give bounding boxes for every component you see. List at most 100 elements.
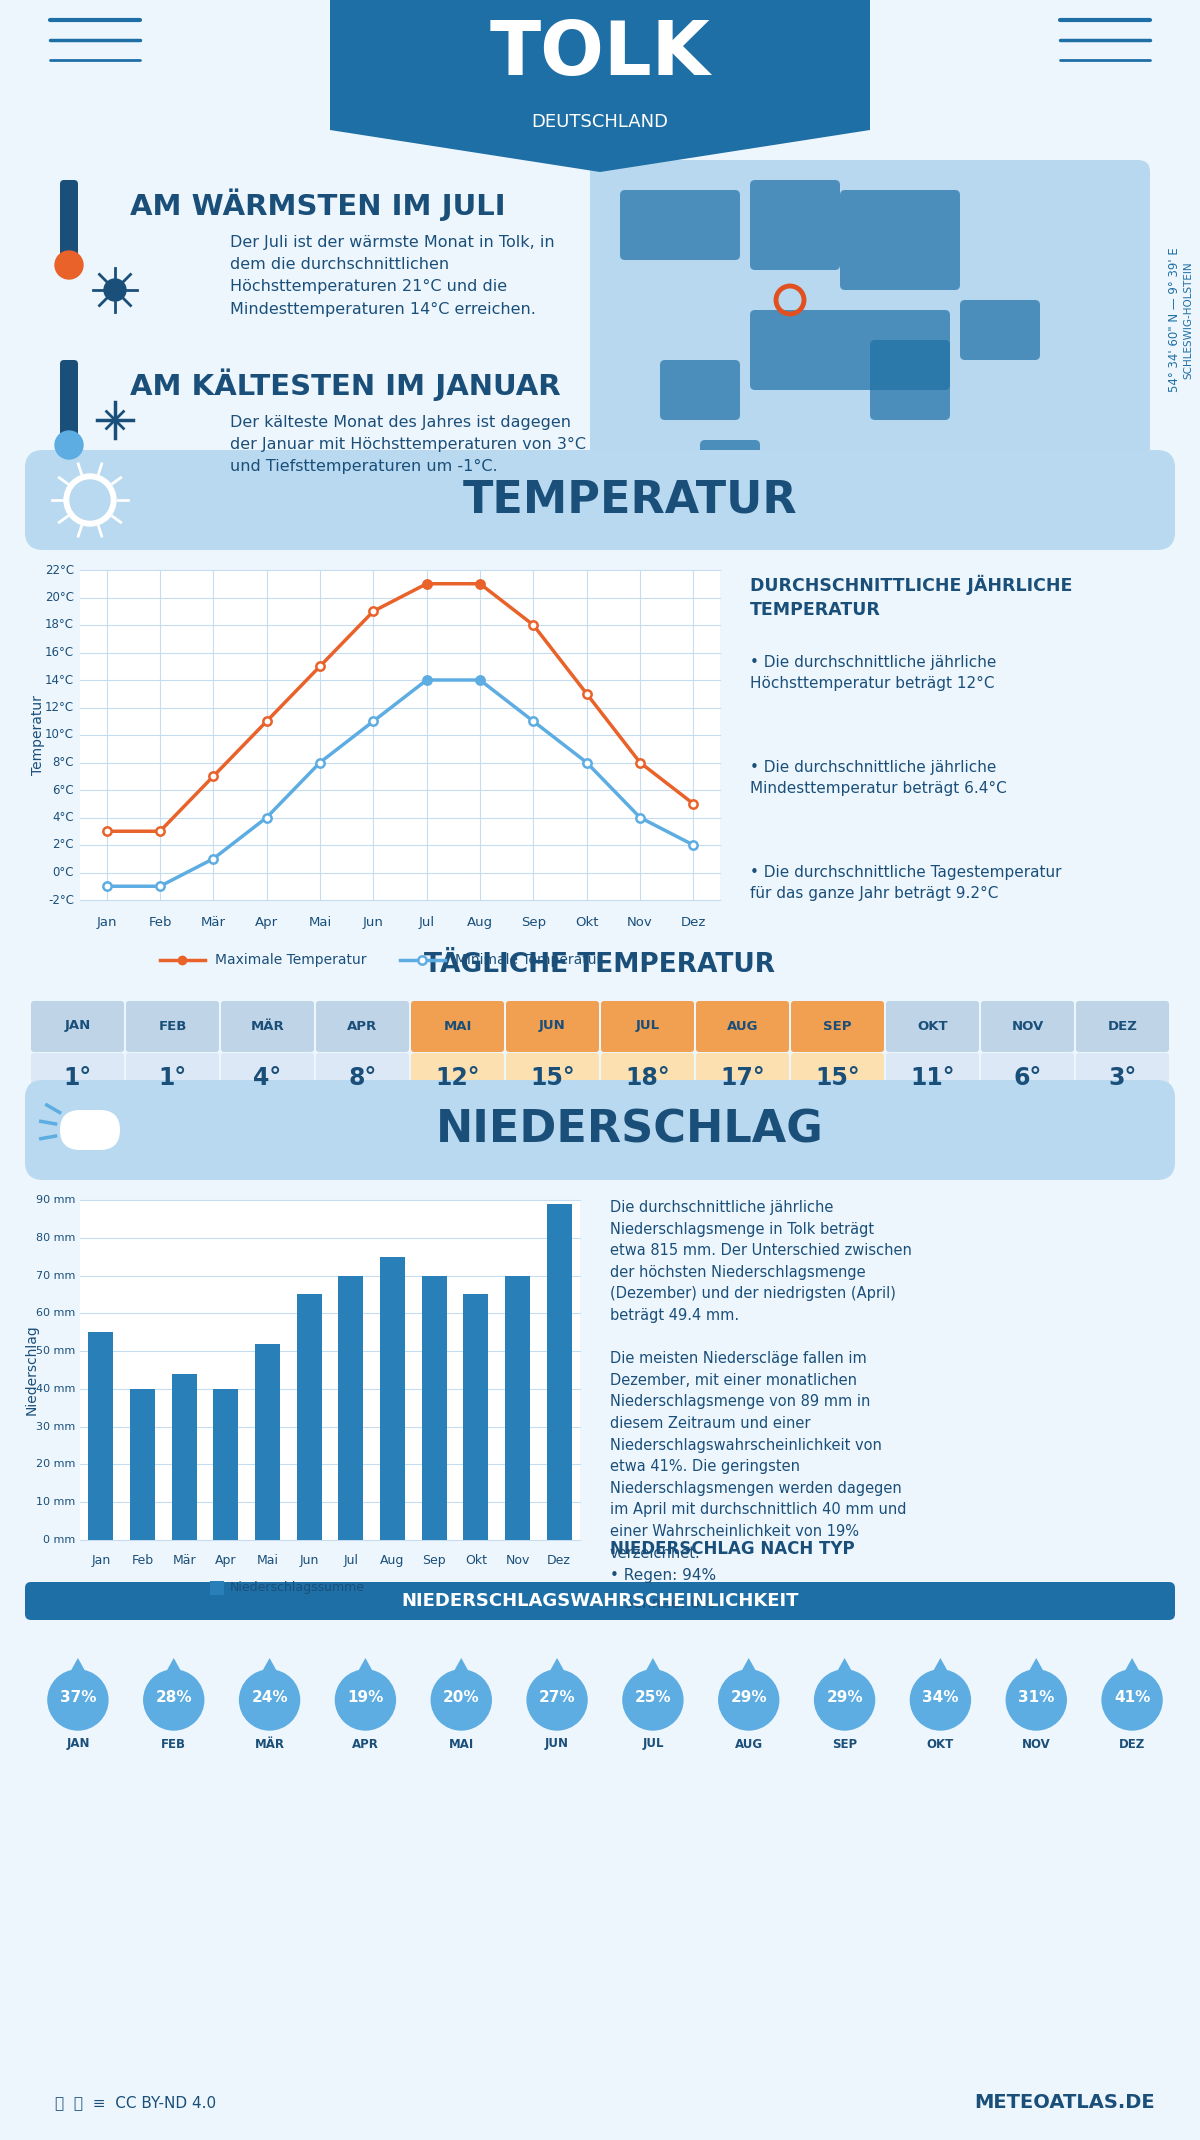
FancyBboxPatch shape <box>886 1002 979 1053</box>
FancyBboxPatch shape <box>60 360 78 449</box>
Text: Jan: Jan <box>96 916 116 929</box>
Text: Nov: Nov <box>628 916 653 929</box>
Circle shape <box>336 1669 396 1729</box>
Text: 16°C: 16°C <box>44 646 74 659</box>
Text: Nov: Nov <box>505 1554 529 1566</box>
Text: JUN: JUN <box>545 1738 569 1751</box>
Text: Mär: Mär <box>200 916 226 929</box>
Text: 25%: 25% <box>635 1688 671 1703</box>
Polygon shape <box>158 1658 188 1684</box>
Bar <box>80 569 720 901</box>
Circle shape <box>104 278 126 302</box>
Text: AUG: AUG <box>734 1738 763 1751</box>
Circle shape <box>64 473 116 526</box>
Text: 15°: 15° <box>815 1066 860 1089</box>
Text: • Schnee: 6%: • Schnee: 6% <box>610 1596 715 1611</box>
Bar <box>172 1374 197 1541</box>
Polygon shape <box>350 1658 380 1684</box>
Polygon shape <box>829 1658 859 1684</box>
FancyBboxPatch shape <box>601 1053 694 1104</box>
Circle shape <box>70 479 110 520</box>
FancyBboxPatch shape <box>601 1002 694 1053</box>
Polygon shape <box>638 1658 668 1684</box>
Text: 2°C: 2°C <box>53 839 74 852</box>
Text: • Die durchschnittliche jährliche
Höchsttemperatur beträgt 12°C: • Die durchschnittliche jährliche Höchst… <box>750 655 996 691</box>
Text: 37%: 37% <box>60 1688 96 1703</box>
Text: 3°: 3° <box>1109 1066 1136 1089</box>
Text: 22°C: 22°C <box>44 563 74 576</box>
Bar <box>256 1344 280 1541</box>
Text: FEB: FEB <box>161 1738 186 1751</box>
Text: Jun: Jun <box>300 1554 319 1566</box>
Circle shape <box>623 1669 683 1729</box>
Text: 1°: 1° <box>64 1066 91 1089</box>
Text: 10 mm: 10 mm <box>36 1498 74 1507</box>
FancyBboxPatch shape <box>60 1111 120 1149</box>
Text: 14°C: 14°C <box>44 674 74 687</box>
Text: Mär: Mär <box>173 1554 196 1566</box>
Bar <box>421 1275 446 1541</box>
Text: Jul: Jul <box>343 1554 359 1566</box>
Text: 19%: 19% <box>347 1688 384 1703</box>
Text: SCHLESWIG-HOLSTEIN: SCHLESWIG-HOLSTEIN <box>1183 261 1193 379</box>
Text: Temperatur: Temperatur <box>31 696 46 775</box>
Text: OKT: OKT <box>917 1019 948 1031</box>
Polygon shape <box>925 1658 955 1684</box>
Bar <box>214 1389 239 1541</box>
FancyBboxPatch shape <box>25 1581 1175 1620</box>
Text: NIEDERSCHLAG: NIEDERSCHLAG <box>436 1109 824 1151</box>
FancyBboxPatch shape <box>506 1002 599 1053</box>
Circle shape <box>55 250 83 278</box>
Circle shape <box>144 1669 204 1729</box>
FancyBboxPatch shape <box>221 1002 314 1053</box>
Text: 10°C: 10°C <box>46 728 74 740</box>
Text: -2°C: -2°C <box>48 895 74 907</box>
Circle shape <box>1007 1669 1067 1729</box>
Text: 50 mm: 50 mm <box>36 1346 74 1357</box>
Text: 4°C: 4°C <box>53 811 74 824</box>
Text: ⓒ  ⓘ  ≡  CC BY-ND 4.0: ⓒ ⓘ ≡ CC BY-ND 4.0 <box>55 2095 216 2110</box>
FancyBboxPatch shape <box>791 1053 884 1104</box>
FancyBboxPatch shape <box>696 1053 790 1104</box>
Text: 6°C: 6°C <box>53 783 74 796</box>
Text: TEMPERATUR: TEMPERATUR <box>463 479 797 522</box>
FancyBboxPatch shape <box>620 190 740 259</box>
Polygon shape <box>330 0 870 171</box>
Polygon shape <box>542 1658 572 1684</box>
Text: NIEDERSCHLAGSWAHRSCHEINLICHKEIT: NIEDERSCHLAGSWAHRSCHEINLICHKEIT <box>401 1592 799 1609</box>
Text: Der kälteste Monat des Jahres ist dagegen
der Januar mit Höchsttemperaturen von : Der kälteste Monat des Jahres ist dagege… <box>230 415 586 475</box>
Text: AM WÄRMSTEN IM JULI: AM WÄRMSTEN IM JULI <box>130 188 505 220</box>
Text: • Die durchschnittliche Tagestemperatur
für das ganze Jahr beträgt 9.2°C: • Die durchschnittliche Tagestemperatur … <box>750 865 1062 901</box>
Text: 12°C: 12°C <box>44 702 74 715</box>
Text: Feb: Feb <box>132 1554 154 1566</box>
Polygon shape <box>254 1658 284 1684</box>
Text: MÄR: MÄR <box>251 1019 284 1031</box>
Text: 20%: 20% <box>443 1688 480 1703</box>
Text: DEZ: DEZ <box>1108 1019 1138 1031</box>
Bar <box>89 1333 113 1541</box>
FancyBboxPatch shape <box>25 1081 1175 1179</box>
Text: Sep: Sep <box>422 1554 446 1566</box>
FancyBboxPatch shape <box>870 340 950 419</box>
Text: SEP: SEP <box>832 1738 857 1751</box>
Circle shape <box>719 1669 779 1729</box>
Text: 28%: 28% <box>156 1688 192 1703</box>
FancyBboxPatch shape <box>410 1053 504 1104</box>
FancyBboxPatch shape <box>660 360 740 419</box>
Text: 41%: 41% <box>1114 1688 1151 1703</box>
Text: AM KÄLTESTEN IM JANUAR: AM KÄLTESTEN IM JANUAR <box>130 368 560 402</box>
Circle shape <box>815 1669 875 1729</box>
Text: Dez: Dez <box>680 916 706 929</box>
Text: 70 mm: 70 mm <box>36 1271 74 1280</box>
Text: 34%: 34% <box>922 1688 959 1703</box>
Text: 24%: 24% <box>251 1688 288 1703</box>
Text: 12°: 12° <box>436 1066 480 1089</box>
Text: 80 mm: 80 mm <box>36 1233 74 1243</box>
Text: JUL: JUL <box>642 1738 664 1751</box>
FancyBboxPatch shape <box>1076 1002 1169 1053</box>
Text: 20°C: 20°C <box>46 591 74 603</box>
FancyBboxPatch shape <box>982 1053 1074 1104</box>
FancyBboxPatch shape <box>410 1002 504 1053</box>
FancyBboxPatch shape <box>750 310 950 389</box>
Text: 11°: 11° <box>910 1066 955 1089</box>
